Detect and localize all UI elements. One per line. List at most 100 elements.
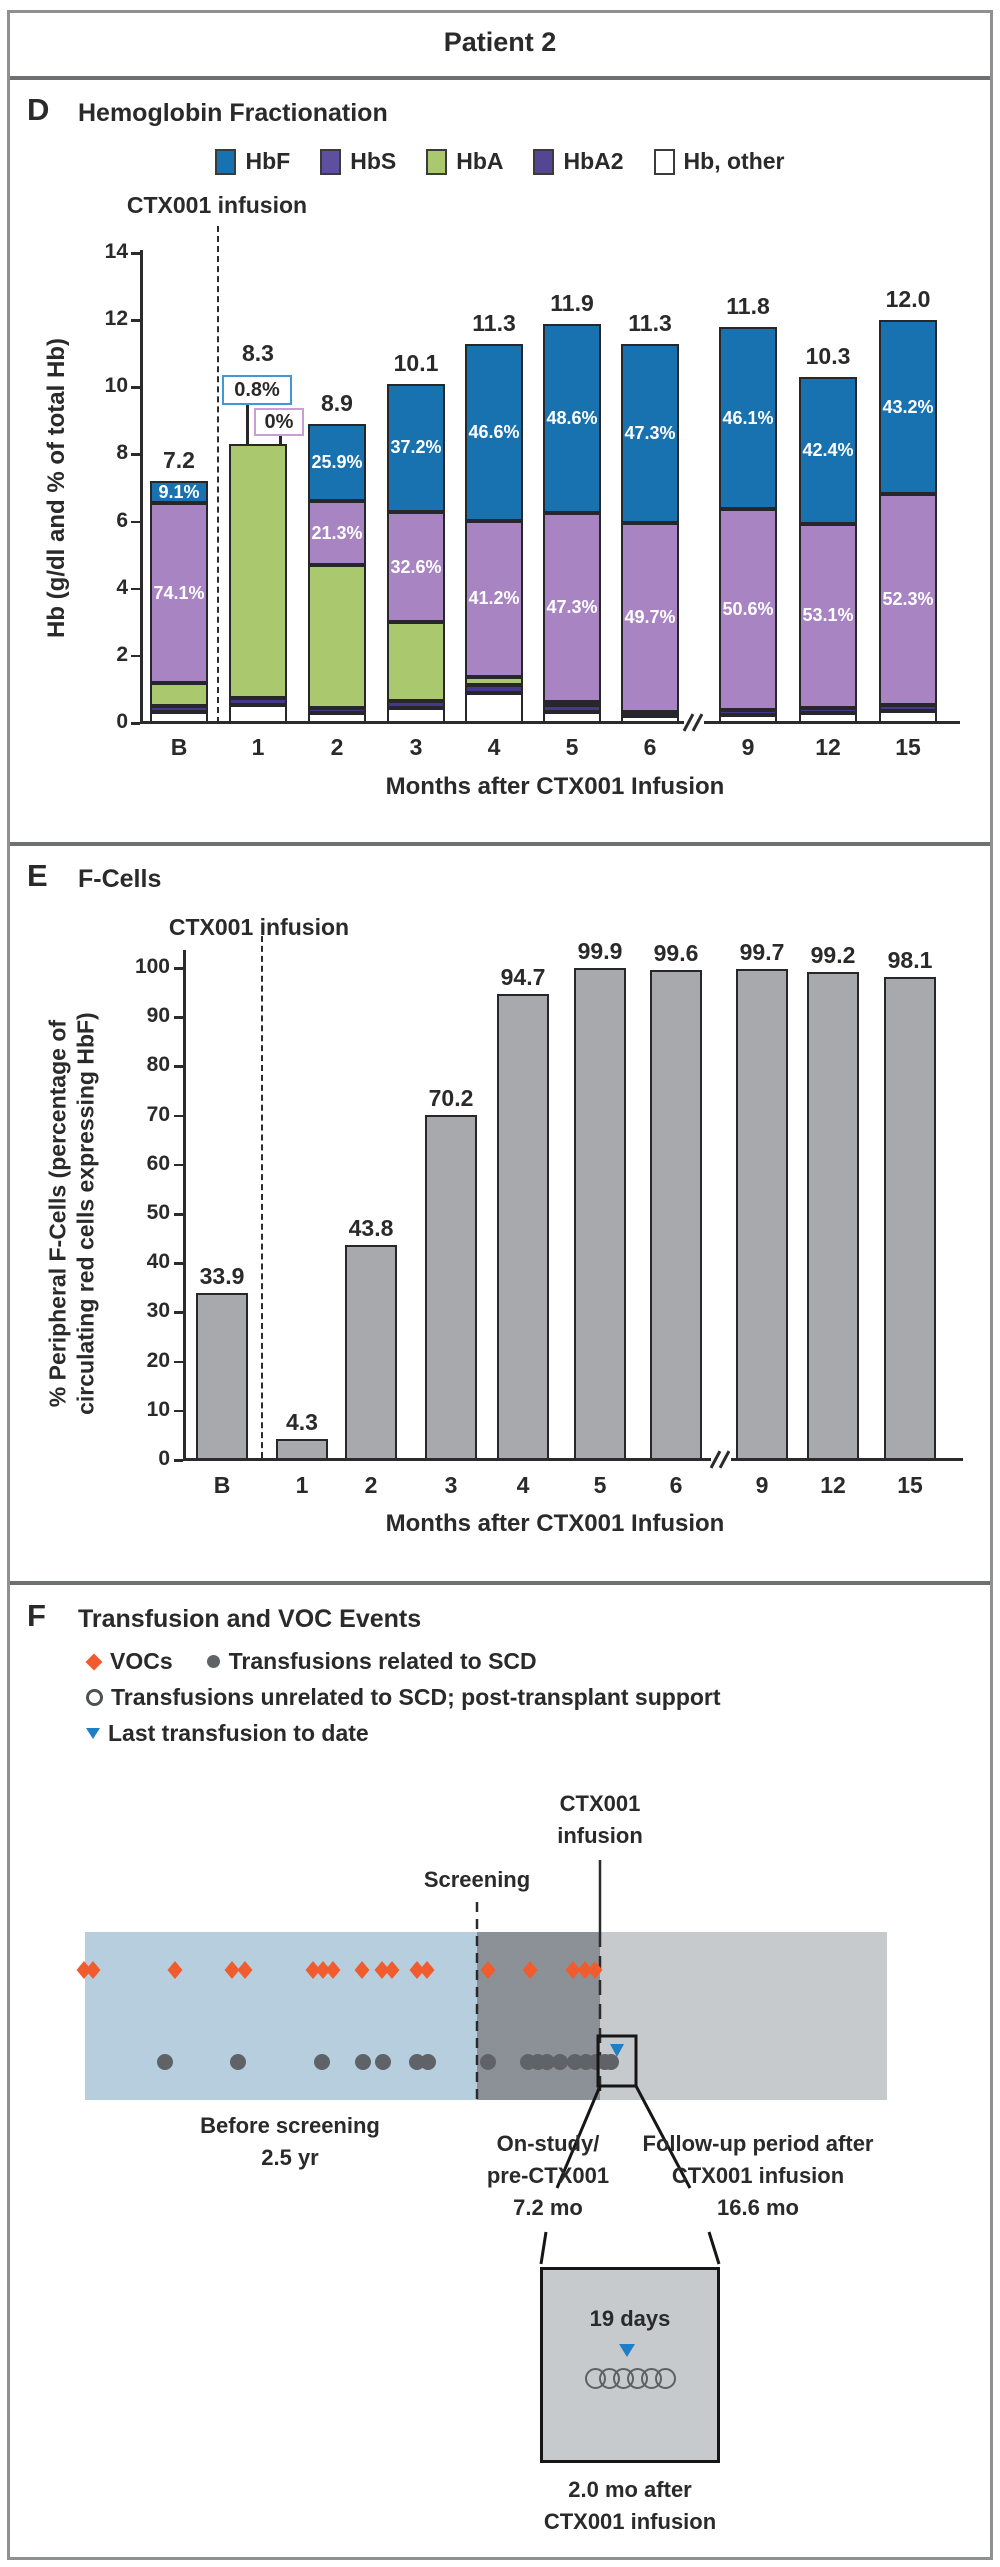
panel-d-month-label: 15 (895, 734, 921, 760)
legend-item-hbf: HbF (215, 148, 290, 175)
legend-item-triangle-down: Last transfusion to date (86, 1720, 369, 1747)
voc-diamond-marker (237, 1961, 253, 1979)
panel-e-tick-label: 70 (146, 1102, 170, 1126)
hb-bar-segment-hba2 (150, 706, 208, 713)
panel-d-month-label: 6 (643, 734, 657, 760)
panel-d-infusion-label: CTX001 infusion (126, 192, 308, 218)
panel-d-tick-label: 12 (104, 307, 128, 331)
hb-percent-label: 47.3% (624, 422, 676, 443)
hb-bar-segment-hba (543, 702, 601, 707)
hb-bar-segment-hba2 (799, 707, 857, 713)
f-cells-value-label: 98.1 (887, 947, 933, 974)
panel-f-infusion-label-line1: CTX001 (559, 1791, 641, 1816)
before-screening-band (85, 1932, 477, 2100)
legend-item-diamond: VOCs (85, 1648, 173, 1675)
magnify-connector-line (634, 2085, 692, 2189)
inset-caption: 2.0 mo after CTX001 infusion (520, 2474, 740, 2538)
legend-item-hba: HbA (426, 148, 503, 175)
panel-e-tick (174, 967, 183, 970)
legend-item-hbs: HbS (320, 148, 396, 175)
hb-total-label: 11.9 (550, 289, 594, 316)
transfusion-dot-marker (355, 2054, 371, 2070)
hb-bar-segment-hbs: 74.1% (150, 503, 208, 683)
legend-item-label: VOCs (110, 1648, 173, 1674)
follow-up-band (600, 1932, 887, 2100)
f-cells-value-label: 99.9 (577, 938, 623, 965)
panel-d-month-label: 3 (409, 734, 423, 760)
last-transfusion-marker (610, 2044, 624, 2057)
panel-d-month-label: 12 (815, 734, 841, 760)
legend-item-label: HbF (245, 148, 291, 174)
panel-d-month-label: B (170, 734, 188, 760)
legend-item-hb-other: Hb, other (653, 148, 785, 175)
voc-diamond-marker (85, 1961, 101, 1979)
f-cells-bar (650, 969, 702, 1460)
voc-diamond-marker (354, 1961, 370, 1979)
legend-item-hba2: HbA2 (533, 148, 624, 175)
hb-percent-label: 49.7% (624, 606, 676, 627)
hb-bar-segment-hba (387, 622, 445, 702)
f-cells-bar (736, 969, 788, 1460)
voc-diamond-marker (305, 1961, 321, 1979)
voc-diamond-marker (325, 1961, 341, 1979)
panel-d-title: Hemoglobin Fractionation (78, 99, 388, 127)
f-cells-value-label: 94.7 (500, 964, 546, 991)
panel-e-tick (174, 1459, 183, 1462)
f-cells-bar (807, 971, 859, 1460)
hb-total-label: 11.3 (628, 309, 672, 336)
hb-bar-segment-hba (229, 444, 287, 698)
f-cells-value-label: 4.3 (286, 1408, 318, 1435)
panel-d-month-label: 4 (487, 734, 501, 760)
callout-leader-line (279, 436, 282, 444)
on-study-label: On-study/ pre-CTX001 7.2 mo (478, 2128, 618, 2224)
hb-bar-segment-hbf: 46.1% (719, 326, 777, 510)
transfusion-dot-marker (603, 2054, 619, 2070)
legend-item-label: HbA2 (563, 148, 624, 174)
hb-bar-segment-hbf: 47.3% (621, 343, 679, 523)
on-study-band (477, 1932, 600, 2100)
hb-percent-label: 32.6% (390, 556, 442, 577)
on-study-line2: pre-CTX001 (486, 2162, 610, 2188)
f-cells-bar (196, 1293, 248, 1460)
before-screening-line2: 2.5 yr (261, 2144, 319, 2170)
voc-diamond-marker (224, 1961, 240, 1979)
transfusion-dot-marker (230, 2054, 246, 2070)
panel-e-tick-label: 80 (146, 1053, 170, 1077)
panel-d-x-axis (140, 721, 960, 724)
panel-e-tick (174, 1409, 183, 1413)
hbf-swatch-icon (215, 148, 237, 175)
hb-bar-segment-hba2 (387, 701, 445, 708)
panel-e-tick-label: 50 (146, 1201, 170, 1224)
voc-diamond-marker (315, 1961, 331, 1979)
panel-d-tick-label: 10 (104, 374, 128, 398)
panel-f-legend-row: VOCs Transfusions related to SCD (85, 1648, 721, 1675)
transfusion-dot-marker (480, 2054, 496, 2070)
hb-bar-segment-hbf: 42.4% (799, 377, 857, 524)
open-circle-icon (86, 1689, 103, 1706)
panel-d-tick-label: 8 (116, 441, 128, 465)
panel-e-tick-label: 60 (146, 1151, 170, 1175)
transfusion-dot-marker (539, 2054, 555, 2070)
panel-e-tick-label: 10 (146, 1397, 170, 1421)
f-cells-bar (425, 1114, 477, 1460)
panel-d-tick (131, 587, 140, 591)
panel-d-tick-label: 6 (116, 508, 128, 532)
hb-percent-label: 42.4% (802, 440, 854, 461)
panel-e-month-label: 2 (364, 1472, 378, 1498)
follow-up-line2: CTX001 infusion (671, 2162, 845, 2188)
panel-e-month-label: 5 (593, 1472, 607, 1498)
hb-bar-segment-hba (308, 565, 366, 708)
legend-item-open-circle: Transfusions unrelated to SCD; post-tran… (86, 1684, 721, 1711)
legend-item-label: Transfusions related to SCD (228, 1648, 537, 1674)
triangle-down-icon (86, 1728, 100, 1739)
hb-bar-segment-hbs: 50.6% (719, 509, 777, 710)
panel-e-tick-label: 30 (146, 1299, 170, 1323)
panel-e-infusion-label: CTX001 infusion (168, 914, 350, 940)
magnified-inset-box: 19 days (540, 2267, 720, 2463)
hb-bar-segment-hba (465, 677, 523, 686)
panel-d-tick-label: 2 (116, 642, 128, 666)
inset-caption-line1: 2.0 mo after (568, 2477, 692, 2502)
transfusion-dot-marker (375, 2054, 391, 2070)
panel-e-tick (174, 1213, 183, 1216)
